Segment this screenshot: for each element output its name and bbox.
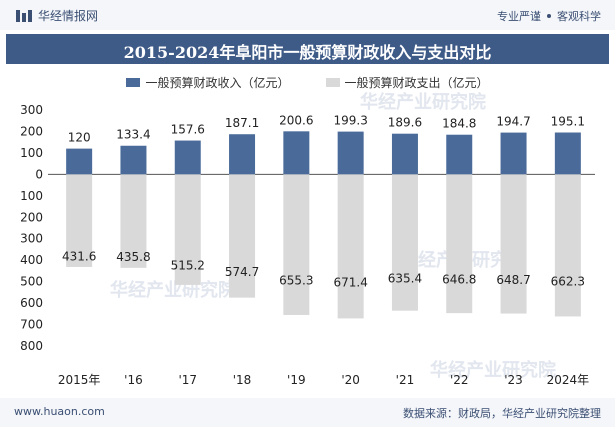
legend-item-expenditure: 一般预算财政支出（亿元） — [325, 74, 489, 91]
revenue-bar — [174, 140, 201, 175]
expenditure-data-label: 635.4 — [388, 272, 422, 286]
revenue-bar — [229, 134, 256, 175]
y-tick-label: 500 — [20, 275, 43, 289]
expenditure-bar — [120, 174, 147, 268]
expenditure-bar — [66, 174, 93, 267]
x-tick-label: '19 — [287, 373, 306, 387]
x-tick-label: '21 — [396, 373, 415, 387]
expenditure-bar — [446, 174, 473, 314]
y-tick-label: 800 — [20, 339, 43, 353]
legend-label-revenue: 一般预算财政收入（亿元） — [145, 76, 290, 90]
chart-title: 2015-2024年阜阳市一般预算财政收入与支出对比 — [123, 43, 492, 62]
y-tick-label: 200 — [20, 124, 43, 138]
footer: www.huaon.com 数据来源：财政局，华经产业研究院整理 — [0, 398, 615, 427]
revenue-data-label: 120 — [68, 131, 91, 145]
x-tick-label: '23 — [504, 373, 523, 387]
revenue-bar — [391, 133, 418, 175]
expenditure-data-label: 671.4 — [333, 275, 367, 289]
y-tick-label: 300 — [20, 103, 43, 117]
revenue-bar — [120, 145, 147, 175]
revenue-bar — [446, 134, 473, 175]
expenditure-data-label: 648.7 — [496, 273, 530, 287]
x-tick-label: '17 — [178, 373, 197, 387]
legend-swatch-revenue — [126, 78, 141, 87]
title-bar: 2015-2024年阜阳市一般预算财政收入与支出对比 — [6, 34, 609, 64]
expenditure-data-label: 435.8 — [116, 250, 150, 264]
revenue-bar — [66, 148, 93, 175]
expenditure-bar — [554, 174, 581, 317]
expenditure-bar — [283, 174, 310, 315]
y-tick-label: 100 — [20, 189, 43, 203]
expenditure-data-label: 655.3 — [279, 274, 313, 288]
expenditure-data-label: 646.8 — [442, 273, 476, 287]
expenditure-bar — [229, 174, 256, 298]
expenditure-data-label: 515.2 — [171, 259, 205, 273]
revenue-data-label: 195.1 — [551, 115, 585, 129]
expenditure-bar — [391, 174, 418, 311]
y-tick-label: 600 — [20, 296, 43, 310]
legend-item-revenue: 一般预算财政收入（亿元） — [126, 74, 290, 91]
separator-dot — [547, 14, 551, 18]
revenue-bar — [337, 131, 364, 175]
tag-objective: 客观科学 — [557, 10, 601, 23]
legend-swatch-expenditure — [325, 78, 340, 87]
brand-name: 华经情报网 — [38, 9, 99, 23]
x-tick-label: '18 — [233, 373, 252, 387]
tag-professional: 专业严谨 — [497, 10, 541, 23]
y-tick-label: 200 — [20, 210, 43, 224]
revenue-data-label: 199.3 — [333, 114, 367, 128]
x-tick-label: '16 — [124, 373, 143, 387]
expenditure-data-label: 662.3 — [551, 274, 585, 288]
footer-source: 数据来源：财政局，华经产业研究院整理 — [403, 407, 601, 420]
header-tags: 专业严谨 客观科学 — [497, 8, 601, 24]
revenue-data-label: 200.6 — [279, 113, 313, 127]
expenditure-data-label: 431.6 — [62, 250, 96, 264]
revenue-bar — [283, 131, 310, 175]
footer-website: www.huaon.com — [14, 405, 105, 418]
x-tick-label: 2024年 — [547, 373, 590, 387]
expenditure-data-label: 574.7 — [225, 265, 259, 279]
x-tick-label: 2015年 — [58, 373, 101, 387]
y-tick-label: 100 — [20, 146, 43, 160]
y-tick-label: 400 — [20, 253, 43, 267]
chart-area: 300 200 100 0 100 200 300 400 500 600 700 800 120 431… — [20, 103, 595, 387]
revenue-data-label: 194.7 — [496, 115, 530, 129]
brand: 华经情报网 — [16, 7, 98, 24]
revenue-bar — [554, 132, 581, 175]
revenue-data-label: 189.6 — [388, 116, 422, 130]
x-tick-label: '20 — [341, 373, 360, 387]
top-bar: 华经情报网 专业严谨 客观科学 — [0, 0, 615, 30]
revenue-bar — [500, 132, 527, 175]
revenue-data-label: 187.1 — [225, 116, 259, 130]
revenue-data-label: 133.4 — [116, 128, 150, 142]
y-tick-label: 300 — [20, 232, 43, 246]
expenditure-bar — [500, 174, 527, 314]
brand-logo-icon — [16, 9, 32, 22]
expenditure-bar — [337, 174, 364, 319]
revenue-data-label: 157.6 — [171, 123, 205, 137]
y-tick-label: 0 — [35, 167, 43, 181]
legend: 一般预算财政收入（亿元） 一般预算财政支出（亿元） — [0, 74, 615, 91]
expenditure-bar — [174, 174, 201, 285]
revenue-data-label: 184.8 — [442, 117, 476, 131]
x-tick-label: '22 — [450, 373, 469, 387]
y-tick-label: 700 — [20, 318, 43, 332]
legend-label-expenditure: 一般预算财政支出（亿元） — [344, 76, 489, 90]
